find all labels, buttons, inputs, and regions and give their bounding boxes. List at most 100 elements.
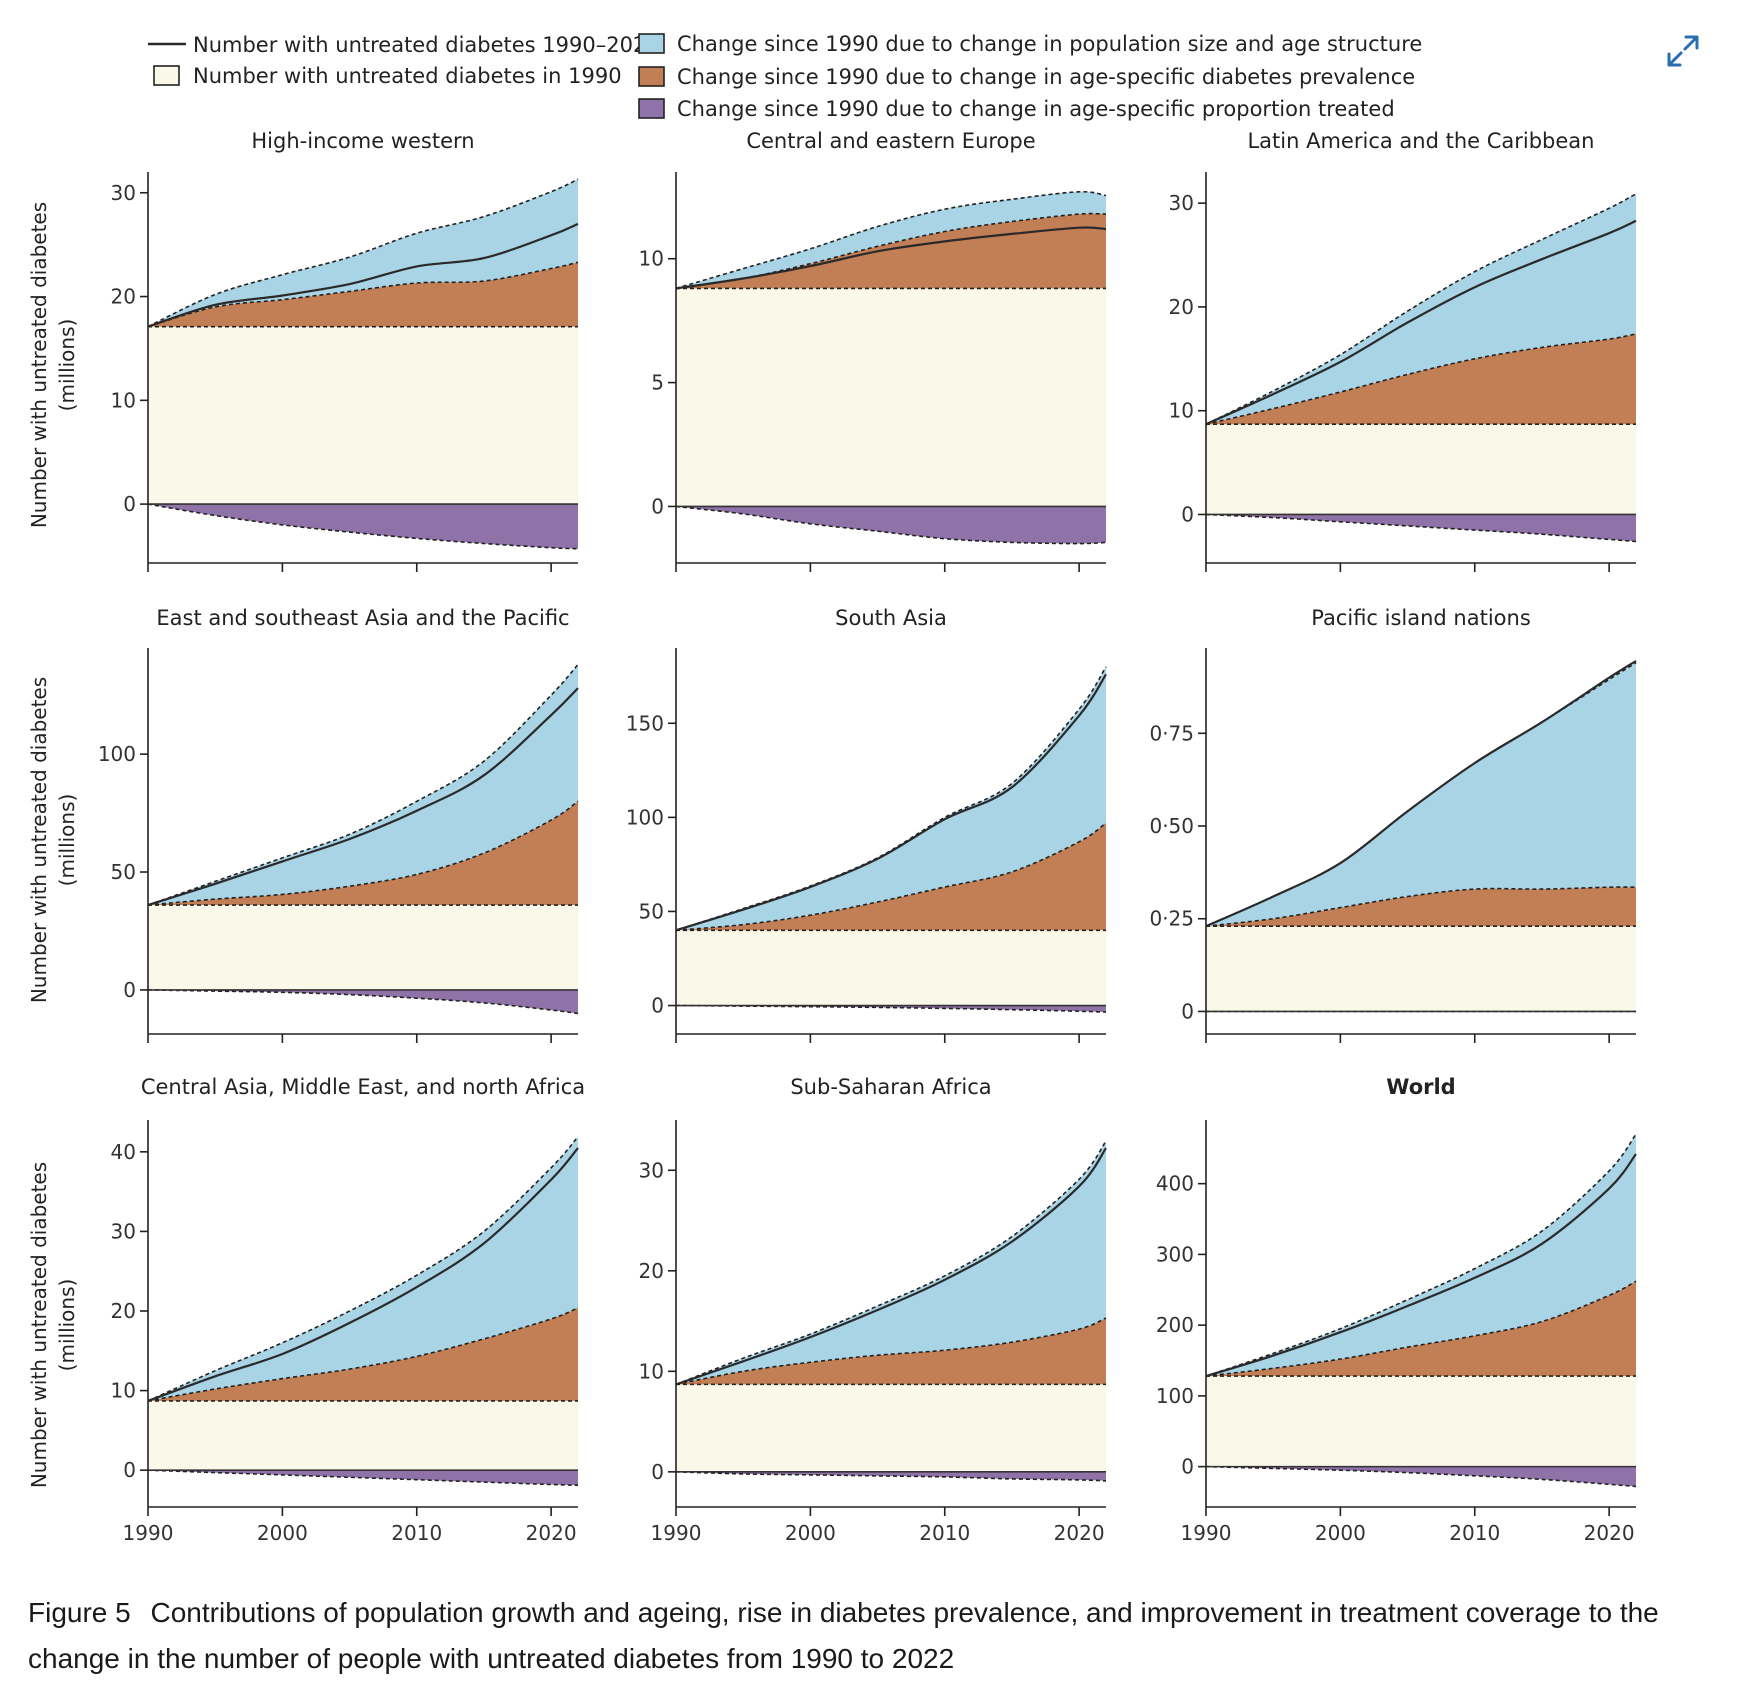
y-tick-label: 0 [651, 1460, 664, 1484]
baseline-area [148, 326, 578, 505]
x-tick-label: 2020 [1584, 1521, 1635, 1545]
chart-panel-3: 0 10 20 30 Latin America and the Caribbean [1169, 129, 1637, 572]
prevalence-boundary [147, 800, 579, 906]
y-tick-label: 30 [639, 1158, 664, 1182]
y-tick-label: 0 [123, 492, 136, 516]
y-axis-label-row-1: Number with untreated diabetes (millions… [27, 202, 79, 528]
chart-panel-8: 0 10 20 30 1990 2000 2010 2020 Sub-Saharan Afric… [639, 1075, 1107, 1545]
legend-treated-label: Change since 1990 due to change in age-s… [677, 97, 1395, 121]
legend: Number with untreated diabetes 1990–2022… [148, 32, 1422, 121]
population-area [1206, 1134, 1636, 1377]
prevalence-area [676, 1318, 1106, 1385]
prevalence-area [1206, 1281, 1636, 1377]
panel-title: South Asia [835, 606, 947, 630]
baseline-area [676, 288, 1106, 507]
untreated-series-line [675, 673, 1107, 932]
y-tick-label: 0 [123, 978, 136, 1002]
figure-canvas: Number with untreated diabetes 1990–2022… [27, 32, 1637, 1545]
panel-title: Sub-Saharan Africa [790, 1075, 991, 1099]
panel-title: Latin America and the Caribbean [1247, 129, 1594, 153]
panel-title: World [1386, 1075, 1455, 1099]
prevalence-boundary [675, 1317, 1107, 1386]
y-tick-label: 10 [111, 1379, 136, 1403]
y-axis-label-row-3: Number with untreated diabetes (millions… [27, 1162, 79, 1488]
y-axis-label: Number with untreated diabetes [27, 202, 51, 528]
y-tick-label: 20 [639, 1259, 664, 1283]
y-tick-label: 50 [639, 899, 664, 923]
population-area [148, 664, 578, 905]
expand-button[interactable] [1662, 30, 1704, 72]
prevalence-area [148, 801, 578, 905]
legend-population-swatch [638, 33, 665, 54]
treated-boundary [675, 1471, 1107, 1482]
y-tick-label: 400 [1156, 1172, 1194, 1196]
y-tick-label: 0·75 [1149, 721, 1194, 745]
prevalence-area [1206, 333, 1636, 425]
treated-boundary [675, 505, 1107, 545]
population-boundary [147, 663, 579, 906]
prevalence-area [148, 1307, 578, 1401]
population-boundary [675, 1140, 1107, 1386]
legend-prevalence-label: Change since 1990 due to change in age-s… [677, 65, 1415, 89]
untreated-series-line [675, 1147, 1107, 1386]
y-tick-label: 100 [98, 742, 136, 766]
baseline-area [1206, 424, 1636, 515]
chart-panel-7: 0 10 20 30 40 1990 2000 2010 2020 Central Asia, M… [111, 1075, 586, 1545]
y-axis-unit: (millions) [55, 1279, 79, 1372]
y-tick-label: 0 [651, 994, 664, 1018]
y-tick-label: 5 [651, 371, 664, 395]
y-axis-unit: (millions) [55, 319, 79, 412]
panel-title: East and southeast Asia and the Pacific [156, 606, 569, 630]
y-tick-label: 40 [111, 1140, 136, 1164]
prevalence-area [148, 262, 578, 327]
chart-panel-2: 0 5 10 Central and eastern Europe [639, 129, 1107, 572]
chart-panels: 0 10 20 30 High-income western 0 5 10 Central an… [98, 129, 1637, 1545]
y-axis-label: Number with untreated diabetes [27, 1162, 51, 1488]
treated-area [676, 506, 1106, 544]
y-tick-label: 150 [626, 711, 664, 735]
population-area [676, 666, 1106, 931]
baseline-area [148, 905, 578, 990]
y-axis-label: Number with untreated diabetes [27, 677, 51, 1003]
y-tick-label: 10 [1169, 399, 1194, 423]
chart-panel-4: 0 50 100 East and southeast Asia and the Pa… [98, 606, 579, 1043]
legend-line-label: Number with untreated diabetes 1990–2022 [193, 33, 660, 57]
baseline-area [1206, 1376, 1636, 1467]
legend-treated-swatch [638, 98, 665, 119]
x-tick-label: 2010 [919, 1521, 970, 1545]
y-axis-label-row-2: Number with untreated diabetes (millions… [27, 677, 79, 1003]
prevalence-area [676, 823, 1106, 931]
y-tick-label: 300 [1156, 1242, 1194, 1266]
y-tick-label: 30 [111, 181, 136, 205]
legend-prevalence-swatch [638, 66, 665, 87]
figure-caption: Figure 5 Contributions of population gro… [28, 1590, 1708, 1682]
y-tick-label: 0 [1181, 1455, 1194, 1479]
panel-title: Central and eastern Europe [746, 129, 1035, 153]
y-tick-label: 0·50 [1149, 814, 1194, 838]
legend-baseline-swatch [153, 65, 180, 86]
prevalence-boundary [675, 822, 1107, 932]
y-tick-label: 200 [1156, 1313, 1194, 1337]
x-tick-label: 2000 [785, 1521, 836, 1545]
population-area [1206, 662, 1636, 927]
population-area [676, 1141, 1106, 1385]
population-area [676, 191, 1106, 289]
x-tick-label: 2020 [526, 1521, 577, 1545]
caption-label: Figure 5 [28, 1597, 131, 1628]
x-tick-label: 2000 [1315, 1521, 1366, 1545]
y-tick-label: 10 [111, 388, 136, 412]
untreated-series-line [147, 222, 579, 328]
treated-area [1206, 1466, 1636, 1487]
x-tick-label: 1990 [123, 1521, 174, 1545]
prevalence-area [1206, 887, 1636, 927]
x-tick-label: 1990 [651, 1521, 702, 1545]
population-boundary [1205, 193, 1637, 425]
treated-area [148, 504, 578, 549]
population-boundary [1205, 1133, 1637, 1377]
untreated-series-line [147, 1147, 579, 1402]
treated-boundary [1205, 513, 1637, 543]
legend-population-label: Change since 1990 due to change in popul… [677, 32, 1422, 56]
population-boundary [147, 178, 579, 328]
population-area [148, 179, 578, 327]
untreated-series-line [1205, 1153, 1637, 1378]
